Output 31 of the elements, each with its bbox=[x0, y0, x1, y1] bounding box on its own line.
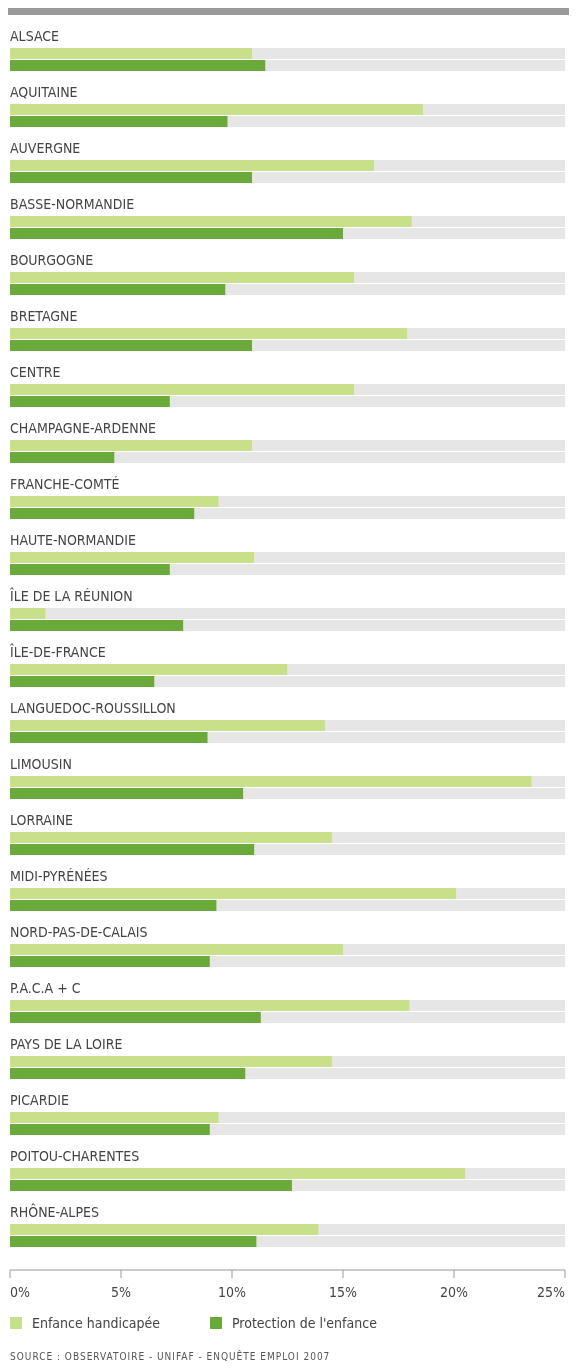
legend-label: Enfance handicapée bbox=[32, 1315, 161, 1331]
y-tick-label: CHAMPAGNE-ARDENNE bbox=[10, 420, 157, 436]
source-note: SOURCE : OBSERVATOIRE - UNIFAF - ENQUÊTE EMPLOI 2007 bbox=[10, 1350, 331, 1362]
x-tick-label: 5% bbox=[111, 1284, 132, 1300]
y-tick-label: PICARDIE bbox=[10, 1092, 69, 1108]
x-tick-label: 15% bbox=[329, 1284, 358, 1300]
legend-label: Protection de l'enfance bbox=[232, 1315, 378, 1331]
y-tick-label: ÎLE-DE-FRANCE bbox=[10, 643, 106, 660]
y-tick-label: LANGUEDOC-ROUSSILLON bbox=[10, 700, 176, 716]
y-tick-label: HAUTE-NORMANDIE bbox=[10, 532, 136, 548]
y-tick-label: BASSE-NORMANDIE bbox=[10, 196, 135, 212]
y-tick-label: AQUITAINE bbox=[10, 84, 78, 100]
y-tick-label: PAYS DE LA LOIRE bbox=[10, 1036, 123, 1052]
y-tick-label: FRANCHE-COMTÉ bbox=[10, 476, 120, 492]
y-tick-label: RHÔNE-ALPES bbox=[10, 1203, 99, 1220]
y-tick-label: LIMOUSIN bbox=[10, 756, 72, 772]
y-tick-label: BRETAGNE bbox=[10, 308, 78, 324]
x-tick-label: 20% bbox=[440, 1284, 469, 1300]
x-tick-label: 10% bbox=[218, 1284, 247, 1300]
y-tick-label: POITOU-CHARENTES bbox=[10, 1148, 140, 1164]
x-tick-label: 0% bbox=[10, 1284, 31, 1300]
y-tick-label: BOURGOGNE bbox=[10, 252, 94, 268]
x-tick-label: 25% bbox=[537, 1284, 566, 1300]
y-tick-label: P.A.C.A + C bbox=[10, 980, 81, 996]
y-tick-label: AUVERGNE bbox=[10, 140, 81, 156]
y-tick-label: LORRAINE bbox=[10, 812, 74, 828]
y-tick-label: NORD-PAS-DE-CALAIS bbox=[10, 924, 148, 940]
y-tick-label: ALSACE bbox=[10, 28, 60, 44]
y-tick-label: ÎLE DE LA RÉUNION bbox=[10, 587, 133, 604]
y-tick-label: CENTRE bbox=[10, 364, 61, 380]
y-tick-label: MIDI-PYRÉNÉES bbox=[10, 868, 108, 884]
